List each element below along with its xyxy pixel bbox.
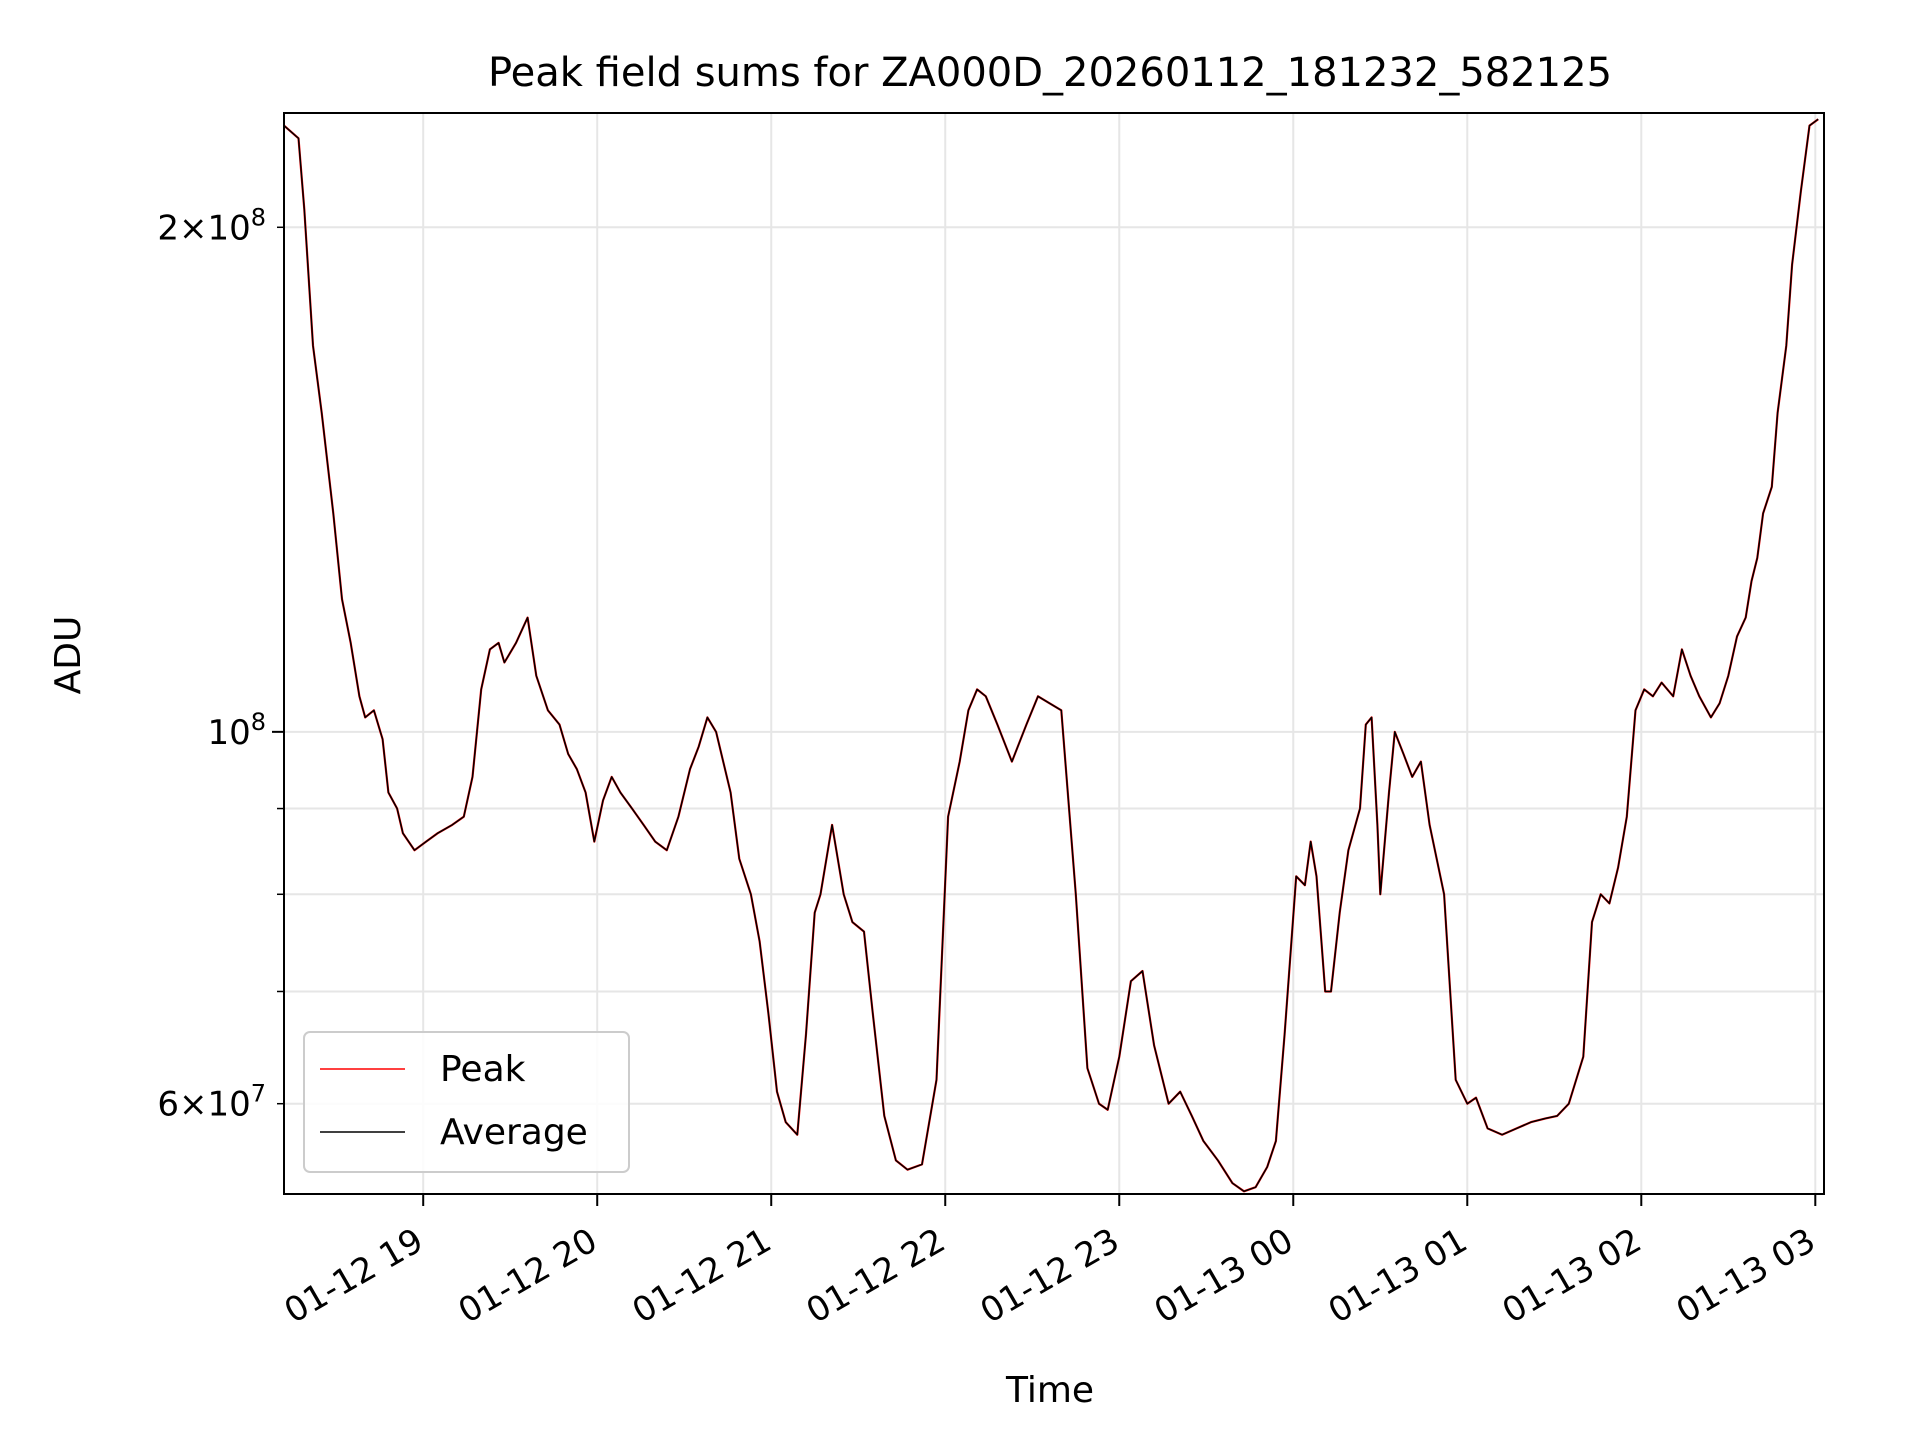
x-axis-label: Time xyxy=(1005,1370,1094,1411)
legend-frame xyxy=(303,1031,630,1173)
x-tick-label: 01-13 03 xyxy=(1670,1221,1822,1332)
y-tick-times: × xyxy=(179,208,208,248)
y-tick-times: × xyxy=(179,1085,208,1125)
y-tick-base: 10 xyxy=(207,208,250,248)
y-tick-exponent: 8 xyxy=(251,203,266,231)
x-tick-label: 01-12 23 xyxy=(974,1221,1126,1332)
y-tick-label: 6×107 xyxy=(157,1080,266,1125)
legend-label-peak: Peak xyxy=(440,1049,526,1090)
x-tick-label: 01-12 22 xyxy=(800,1221,952,1332)
y-tick-label: 2×108 xyxy=(157,203,266,248)
y-tick-exponent: 8 xyxy=(251,708,266,736)
plot-frame xyxy=(283,112,1825,1195)
legend-label-average: Average xyxy=(440,1112,588,1153)
y-tick-base: 10 xyxy=(207,1085,250,1125)
series-line-average xyxy=(284,118,1819,1193)
x-tick-label: 01-13 00 xyxy=(1148,1221,1300,1332)
grid xyxy=(284,113,1824,1194)
series-group xyxy=(284,118,1819,1193)
y-tick-exponent: 7 xyxy=(251,1080,266,1108)
x-tick-label: 01-12 21 xyxy=(626,1221,778,1332)
x-tick-label: 01-12 20 xyxy=(452,1221,604,1332)
y-axis-label: ADU xyxy=(48,616,89,695)
x-axis-ticks: 01-12 19 01-12 20 01-12 21 01-12 22 01-12 23… xyxy=(278,1194,1822,1332)
y-tick-label: 108 xyxy=(207,708,266,753)
y-tick-base: 10 xyxy=(207,713,250,753)
y-tick-coef: 6 xyxy=(157,1085,179,1125)
x-tick-label: 01-12 19 xyxy=(278,1221,430,1332)
x-tick-label: 01-13 02 xyxy=(1496,1221,1648,1332)
legend: Peak Average xyxy=(303,1031,630,1173)
x-tick-label: 01-13 01 xyxy=(1322,1221,1474,1332)
series-line-peak xyxy=(284,118,1819,1193)
y-tick-coef: 2 xyxy=(157,208,179,248)
chart-title: Peak field sums for ZA000D_20260112_1812… xyxy=(488,50,1612,96)
